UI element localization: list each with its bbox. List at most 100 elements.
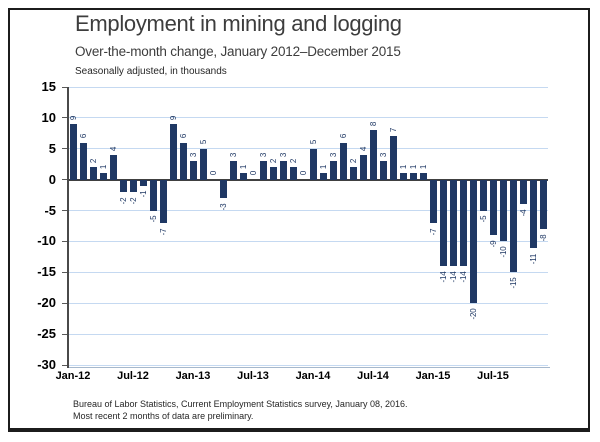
bar-value-label: 1 [98, 165, 108, 170]
bar-Mar-12 [89, 167, 97, 180]
bar-Jan-13 [189, 161, 197, 180]
bar-value-label: 0 [208, 171, 218, 176]
bar-Feb-13 [199, 148, 207, 180]
bar-value-label: 3 [278, 152, 288, 157]
axis-units-note: Seasonally adjusted, in thousands [75, 66, 227, 77]
bar-May-12 [109, 154, 117, 180]
bar-value-label: 4 [108, 146, 118, 151]
bar-value-label: 3 [378, 152, 388, 157]
bar-Apr-14 [339, 142, 347, 180]
bar-Nov-14 [409, 173, 417, 180]
x-axis-label: Jul-14 [357, 370, 389, 382]
bar-Mar-15 [449, 179, 457, 267]
y-axis-tick-mark [62, 117, 68, 119]
bar-Jan-15 [429, 179, 437, 223]
bar-value-label: -15 [508, 277, 518, 289]
bar-Aug-14 [379, 161, 387, 180]
bar-Jun-13 [239, 173, 247, 180]
x-axis-label: Jan-13 [175, 370, 211, 382]
bar-Aug-12 [139, 179, 147, 186]
y-axis-label: 15 [41, 79, 56, 94]
bar-Feb-12 [79, 142, 87, 180]
y-axis-tick-mark [62, 240, 68, 242]
y-axis-tick-mark [62, 271, 68, 273]
bar-Nov-13 [289, 167, 297, 180]
gridline [68, 148, 548, 150]
bar-value-label: -14 [438, 271, 448, 283]
bar-Mar-14 [329, 161, 337, 180]
bar-Apr-15 [459, 179, 467, 267]
bar-Jun-15 [479, 179, 487, 211]
bar-Jun-12 [119, 179, 127, 192]
x-axis-label: Jul-15 [477, 370, 509, 382]
bar-value-label: 7 [388, 127, 398, 133]
bar-Oct-12 [159, 179, 167, 223]
bar-value-label: -5 [478, 215, 488, 223]
bar-Sep-14 [389, 136, 397, 180]
y-axis-tick-mark [62, 210, 68, 212]
bar-value-label: -7 [158, 228, 168, 235]
bar-value-label: 1 [318, 165, 328, 170]
y-axis-label: 5 [48, 140, 56, 156]
bar-value-label: 3 [188, 152, 198, 157]
gridline [68, 210, 548, 212]
y-axis-label: -5 [44, 202, 56, 218]
y-axis-label: -10 [37, 233, 56, 249]
bar-May-15 [469, 179, 477, 304]
bar-value-label: 1 [398, 165, 408, 170]
y-axis-label: -25 [37, 326, 56, 342]
bar-Aug-13 [259, 161, 267, 180]
bar-value-label: 1 [408, 165, 418, 170]
gridline [68, 364, 548, 366]
y-axis-tick-mark [62, 86, 68, 88]
bar-value-label: 6 [178, 134, 188, 139]
bar-value-label: -5 [148, 215, 158, 223]
gridline [68, 240, 548, 242]
x-axis-label: Jan-14 [295, 370, 331, 382]
bar-value-label: 6 [78, 134, 88, 139]
bar-value-label: 2 [268, 158, 278, 164]
y-axis-tick-mark [62, 179, 68, 181]
y-axis-label: -20 [37, 295, 56, 311]
bar-value-label: -11 [528, 253, 538, 264]
bar-value-label: 6 [338, 134, 348, 139]
gridline [68, 117, 548, 119]
x-axis-label: Jan-12 [55, 370, 91, 382]
bar-value-label: -20 [468, 308, 478, 320]
bar-Dec-14 [419, 173, 427, 180]
y-axis-tick-mark [62, 302, 68, 304]
bar-value-label: 8 [368, 121, 378, 127]
bar-value-label: -14 [458, 271, 468, 283]
gridline [68, 86, 548, 88]
y-axis-label: -30 [37, 357, 56, 372]
bar-Feb-14 [319, 173, 327, 180]
chart-subtitle: Over-the-month change, January 2012–Dece… [75, 44, 401, 59]
bar-value-label: -14 [448, 271, 458, 283]
bar-Feb-15 [439, 179, 447, 267]
bar-value-label: 2 [88, 158, 98, 164]
bar-value-label: 0 [248, 171, 258, 176]
bar-value-label: -3 [218, 203, 228, 211]
bar-value-label: -4 [518, 209, 528, 217]
bar-Apr-13 [219, 179, 227, 199]
bar-Sep-12 [149, 179, 157, 211]
gridline [68, 302, 548, 304]
x-axis-label: Jul-12 [117, 370, 149, 382]
bar-Jan-14 [309, 148, 317, 180]
bar-Jul-14 [369, 130, 377, 180]
gridline [68, 178, 548, 181]
bar-Dec-12 [179, 142, 187, 180]
bar-value-label: 4 [358, 146, 368, 151]
bar-Sep-15 [509, 179, 517, 273]
bar-value-label: 2 [348, 158, 358, 164]
bar-Jan-12 [69, 124, 77, 180]
y-axis-label: 10 [41, 109, 56, 125]
bar-value-label: 3 [228, 152, 238, 157]
footer-source-line: Bureau of Labor Statistics, Current Empl… [73, 399, 408, 409]
y-axis-line [67, 87, 69, 368]
bar-value-label: 3 [328, 152, 338, 157]
bar-value-label: -7 [428, 228, 438, 235]
bar-value-label: -1 [138, 191, 148, 198]
chart-footer: Bureau of Labor Statistics, Current Empl… [73, 399, 408, 422]
